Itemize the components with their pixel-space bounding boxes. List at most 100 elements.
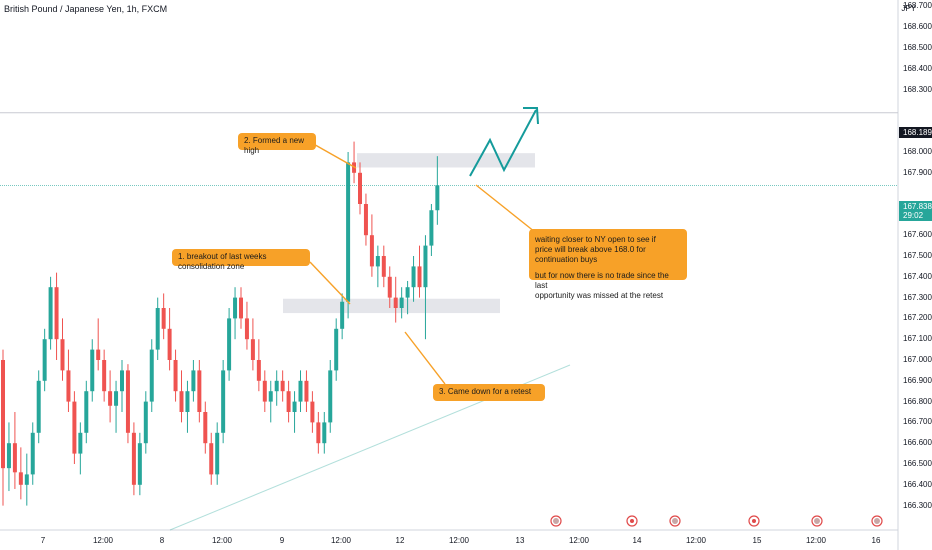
candle-body <box>363 204 368 236</box>
candle-body <box>405 287 410 298</box>
axis-unit-label: JPY <box>901 4 916 13</box>
candle-body <box>6 443 11 469</box>
candle-body <box>185 391 190 412</box>
candle-body <box>244 318 249 340</box>
candle-body <box>256 360 261 381</box>
price-tick-label: 166.900 <box>903 375 932 385</box>
candle-body <box>1 360 5 469</box>
candle-body <box>125 370 130 433</box>
time-tick-label: 12:00 <box>805 536 827 545</box>
candle-body <box>286 391 291 412</box>
price-tick-label: 167.300 <box>903 292 932 302</box>
bar-countdown: 29:02 <box>903 211 924 220</box>
candle-body <box>18 472 23 485</box>
candle-body <box>108 391 113 406</box>
candle-body <box>298 380 303 402</box>
candle-body <box>411 266 416 288</box>
candle-body <box>167 328 172 360</box>
candle-body <box>310 401 315 423</box>
candle-body <box>114 391 119 406</box>
note-breakout[interactable]: 1. breakout of last weeks consolidation … <box>172 249 310 271</box>
candle-body <box>48 287 53 340</box>
projection-arrow <box>469 109 537 177</box>
price-tick-label: 167.400 <box>903 271 932 281</box>
candle-body <box>316 422 321 444</box>
price-tick-label: 167.000 <box>903 355 932 364</box>
price-tick-label: 168.000 <box>903 147 932 156</box>
candle-body <box>155 308 160 350</box>
candle-body <box>280 380 285 392</box>
candle-body <box>30 432 35 475</box>
candle-body <box>78 432 83 454</box>
event-marker-icon[interactable] <box>748 515 760 527</box>
uk-flag-icon[interactable] <box>669 515 681 527</box>
candle-body <box>90 349 95 392</box>
candle-body <box>417 266 422 288</box>
time-tick-label: 12:00 <box>685 536 707 545</box>
candle-body <box>340 301 345 329</box>
chart-title: British Pound / Japanese Yen, 1h, FXCM <box>4 4 168 14</box>
time-tick-label: 14 <box>632 536 642 545</box>
uk-flag-icon[interactable] <box>550 515 562 527</box>
high-line-price-tag: 168.189 <box>899 127 932 138</box>
time-tick-label: 8 <box>159 536 165 545</box>
price-tick-label: 166.600 <box>903 438 932 448</box>
zone-new-high <box>357 153 535 168</box>
last-price: 167.838 <box>903 202 932 211</box>
price-tick-label: 167.900 <box>903 167 932 177</box>
price-tick-label: 168.500 <box>903 43 932 52</box>
candle-body <box>435 185 440 211</box>
candle-body <box>215 432 220 475</box>
time-tick-label: 12:00 <box>330 536 352 545</box>
time-tick-label: 12:00 <box>92 536 114 545</box>
price-tick-label: 167.500 <box>903 251 932 260</box>
time-tick-label: 15 <box>752 536 762 545</box>
candle-body <box>369 235 374 267</box>
time-tick-label: 7 <box>40 536 46 545</box>
candle-body <box>102 360 107 392</box>
note-new-high[interactable]: 2. Formed a new high <box>238 133 316 155</box>
candle-body <box>203 412 208 444</box>
candle-body <box>72 401 77 454</box>
candle-body <box>381 256 386 277</box>
price-tick-label: 168.600 <box>903 22 932 32</box>
note-waiting-line2: price will break above 168.0 for continu… <box>535 245 646 264</box>
high-line-price: 168.189 <box>903 128 932 137</box>
time-tick-label: 12:00 <box>211 536 233 545</box>
candle-body <box>250 339 255 360</box>
candle-body <box>179 391 184 412</box>
candle-body <box>120 370 124 392</box>
candle-body <box>387 276 392 298</box>
candle-body <box>346 162 351 302</box>
candle-body <box>60 339 65 371</box>
candle-body <box>42 339 47 381</box>
time-tick-label: 12 <box>395 536 405 545</box>
note-breakout-text: 1. breakout of last weeks consolidation … <box>178 252 267 271</box>
candle-body <box>161 308 166 329</box>
note-retest[interactable]: 3. Came down for a retest <box>433 384 545 401</box>
candle-body <box>304 380 309 402</box>
note-waiting-line1: waiting closer to NY open to see if <box>535 235 656 244</box>
candle-body <box>399 297 404 308</box>
price-tick-label: 168.700 <box>903 1 932 11</box>
candle-body <box>322 422 327 444</box>
candle-body <box>12 443 17 473</box>
note-pointer-line <box>309 261 351 305</box>
price-tick-label: 167.600 <box>903 230 932 240</box>
candle-body <box>143 401 148 444</box>
note-waiting-line4: opportunity was missed at the retest <box>535 291 664 300</box>
time-tick-label: 9 <box>279 536 285 545</box>
candle-body <box>197 370 202 412</box>
uk-flag-icon[interactable] <box>811 515 823 527</box>
uk-flag-icon[interactable] <box>871 515 883 527</box>
candle-body <box>149 349 154 402</box>
time-tick-label: 13 <box>515 536 525 545</box>
candle-body <box>239 297 243 319</box>
note-pointer-line <box>404 331 446 385</box>
event-marker-icon[interactable] <box>626 515 638 527</box>
note-waiting[interactable]: waiting closer to NY open to see if pric… <box>529 229 687 300</box>
candle-body <box>209 443 214 475</box>
candle-body <box>429 210 434 246</box>
candle-body <box>274 380 279 392</box>
